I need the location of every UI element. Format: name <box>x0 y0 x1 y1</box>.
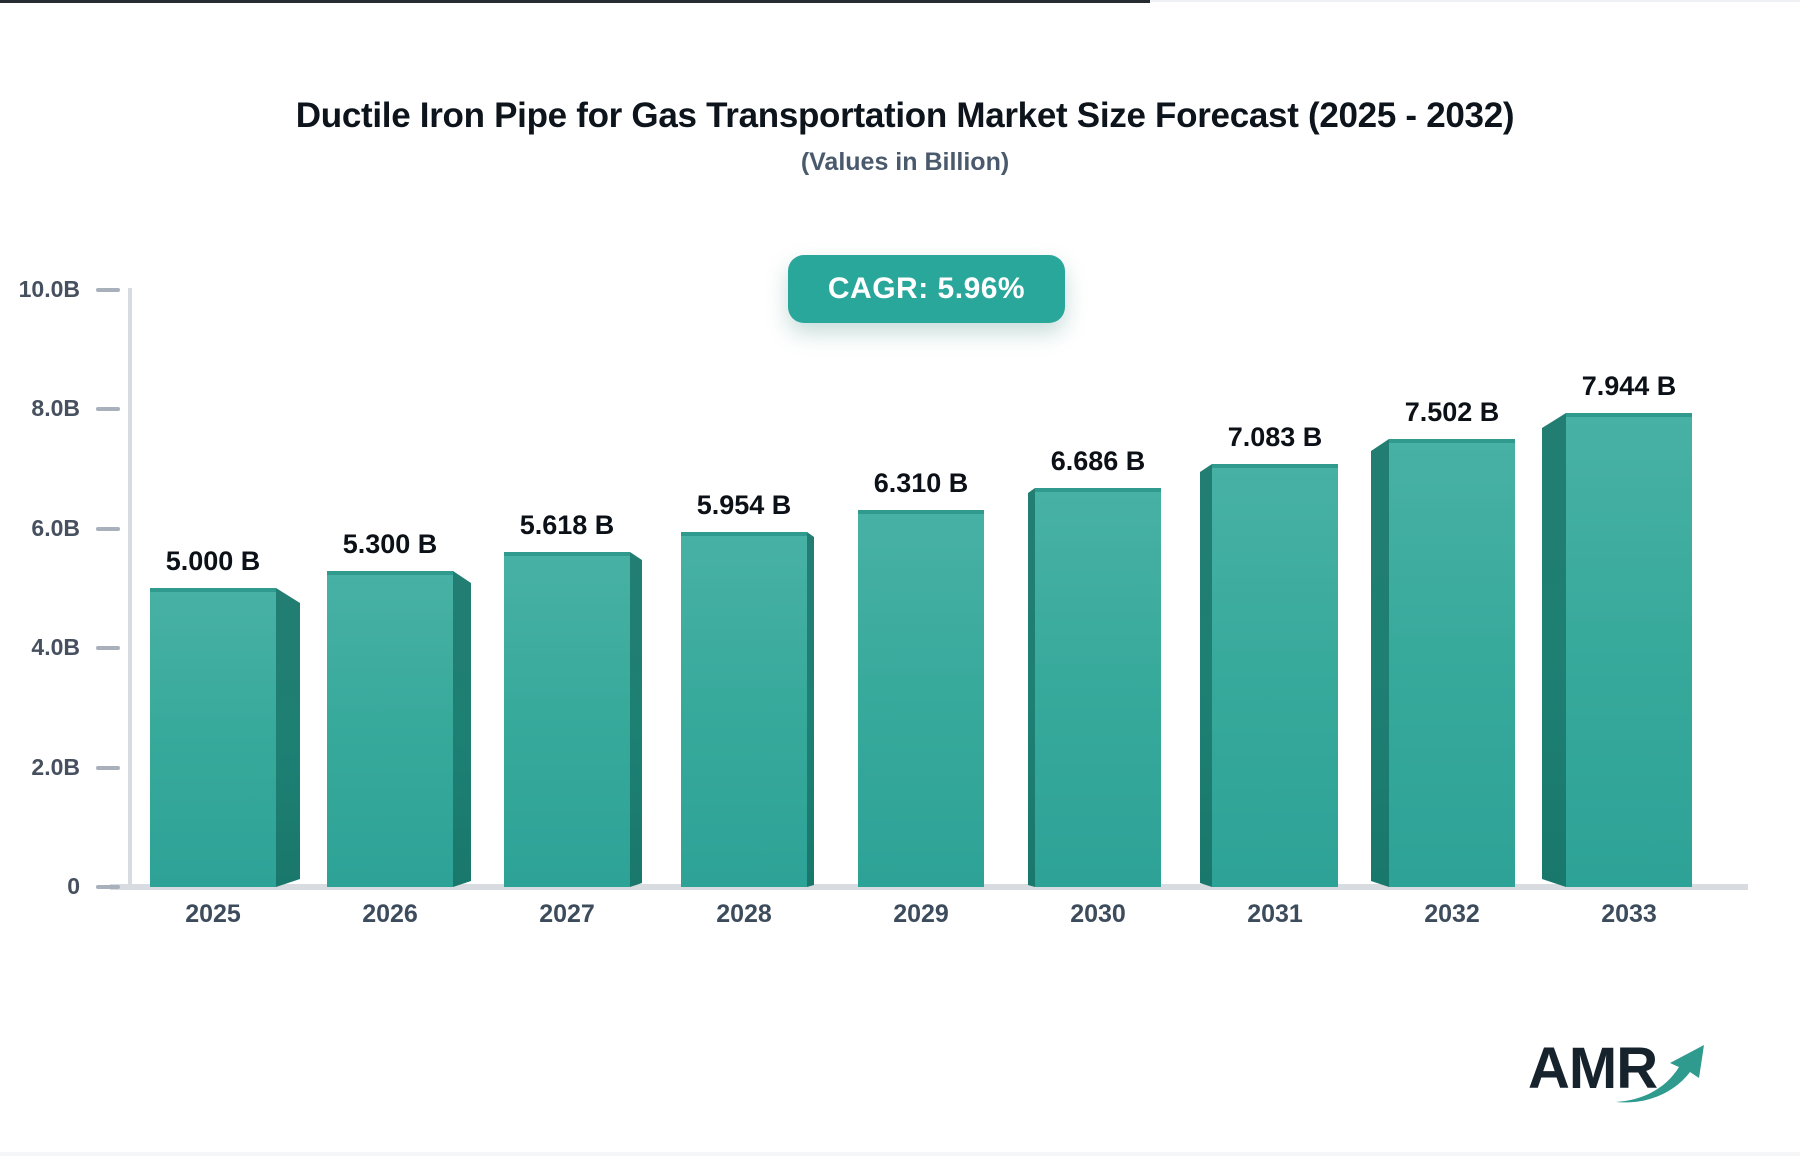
bar-value-label: 7.944 B <box>1581 371 1677 401</box>
bar-value-label: 5.000 B <box>165 546 261 576</box>
bar <box>681 532 807 887</box>
bar <box>150 588 276 887</box>
bar <box>1389 439 1515 887</box>
bar-value-label: 5.954 B <box>696 490 792 520</box>
bar-top-edge <box>504 552 630 556</box>
x-axis-category-label: 2025 <box>185 900 241 928</box>
bar <box>1035 488 1161 887</box>
bar-3d-side <box>1028 488 1035 887</box>
top-border-strip-light <box>1150 0 1800 2</box>
bar-value-label: 7.083 B <box>1227 422 1323 452</box>
cagr-badge: CAGR: 5.96% <box>788 255 1065 323</box>
x-axis-line <box>110 884 1748 890</box>
amr-logo-text: AMR <box>1528 1036 1658 1101</box>
x-axis-category-label: 2027 <box>539 900 595 928</box>
bar-top-edge <box>327 571 453 575</box>
bar-value-label: 7.502 B <box>1404 397 1500 427</box>
y-tick-dash <box>96 765 120 770</box>
bar-value-label: 5.300 B <box>342 529 438 559</box>
bar-3d-side <box>276 588 300 887</box>
bar-top-edge <box>1035 488 1161 492</box>
x-axis-category-label: 2033 <box>1601 900 1657 928</box>
x-axis-category-label: 2031 <box>1247 900 1303 928</box>
bar-3d-side <box>1200 464 1212 887</box>
y-tick-label: 4.0B <box>31 634 80 661</box>
bar-top-edge <box>1566 413 1692 417</box>
bar-3d-side <box>807 532 814 887</box>
bar-3d-side <box>1371 439 1389 887</box>
x-axis-category-label: 2032 <box>1424 900 1480 928</box>
y-tick-label: 0 <box>67 873 80 899</box>
bar-top-edge <box>150 588 276 592</box>
y-tick-label: 6.0B <box>31 514 80 541</box>
bar <box>1566 413 1692 887</box>
growth-arrow-icon <box>1616 1045 1704 1103</box>
y-tick-label: 2.0B <box>31 753 80 780</box>
y-tick-dash <box>96 407 120 412</box>
y-tick-dash <box>96 526 120 531</box>
top-border-strip <box>0 0 1150 3</box>
bar-value-label: 6.686 B <box>1050 446 1146 476</box>
cagr-badge-label: CAGR: 5.96% <box>827 272 1026 305</box>
y-tick-label: 10.0B <box>18 276 80 302</box>
y-tick-label: 8.0B <box>31 395 80 422</box>
x-axis-category-label: 2026 <box>362 900 418 928</box>
bar-top-edge <box>681 532 807 536</box>
y-tick-dash <box>96 885 120 889</box>
bar <box>504 552 630 887</box>
bar-top-edge <box>1389 439 1515 443</box>
y-tick-dash <box>96 646 120 651</box>
page-title: Ductile Iron Pipe for Gas Transportation… <box>295 96 1515 135</box>
bar-3d-side <box>630 552 642 887</box>
bar-top-edge <box>858 510 984 514</box>
y-axis-line <box>128 288 132 884</box>
bar <box>1212 464 1338 887</box>
y-tick-dash <box>96 288 120 292</box>
bar <box>327 571 453 887</box>
x-axis-category-label: 2028 <box>716 900 772 928</box>
bar-3d-side <box>453 571 471 887</box>
x-axis-category-label: 2029 <box>893 900 949 928</box>
bar <box>858 510 984 887</box>
bar-3d-side <box>1542 413 1566 887</box>
bottom-border-strip <box>0 1152 1800 1156</box>
page-subtitle: (Values in Billion) <box>800 148 1010 176</box>
amr-logo: AMR <box>1528 1036 1728 1110</box>
bar-value-label: 6.310 B <box>873 468 969 498</box>
bar-top-edge <box>1212 464 1338 468</box>
x-axis-category-label: 2030 <box>1070 900 1126 928</box>
bar-value-label: 5.618 B <box>519 510 615 540</box>
